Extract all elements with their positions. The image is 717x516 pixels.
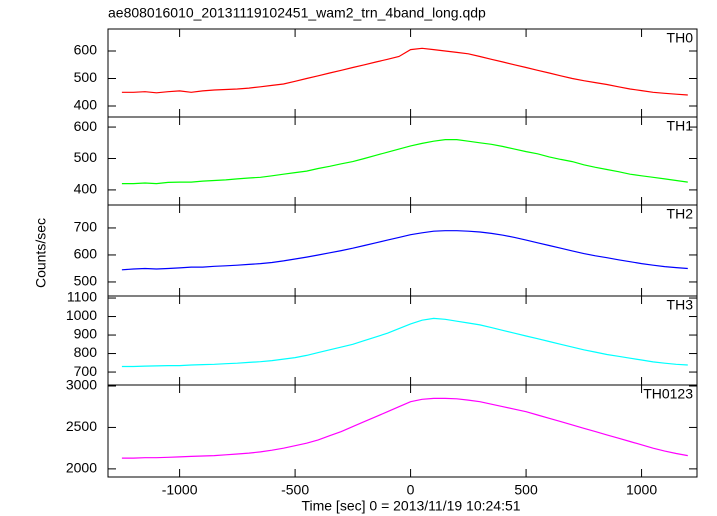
x-tick-label: -1000 — [162, 482, 198, 498]
y-tick-label: 3000 — [66, 377, 97, 393]
y-tick-label: 400 — [74, 181, 98, 197]
y-axis-label: Counts/sec — [33, 218, 49, 288]
y-tick-label: 600 — [74, 42, 98, 58]
y-tick-label: 600 — [74, 246, 98, 262]
chart-title: ae808016010_20131119102451_wam2_trn_4ban… — [108, 5, 486, 21]
data-line — [121, 397, 688, 459]
y-tick-label: 600 — [74, 118, 98, 134]
data-line — [121, 317, 688, 368]
x-tick-label: 0 — [407, 482, 415, 498]
panel-label: TH1 — [667, 118, 694, 134]
y-tick-label: 700 — [74, 363, 98, 379]
data-line — [121, 139, 688, 185]
y-tick-label: 800 — [74, 344, 98, 360]
x-tick-label: 500 — [514, 482, 538, 498]
y-tick-label: 400 — [74, 97, 98, 113]
y-tick-label: 700 — [74, 219, 98, 235]
y-tick-label: 500 — [74, 273, 98, 289]
data-line — [121, 47, 688, 96]
panel-label: TH2 — [667, 206, 694, 222]
y-tick-label: 2000 — [66, 460, 97, 476]
y-tick-label: 900 — [74, 326, 98, 342]
data-line — [121, 230, 688, 271]
y-tick-label: 2500 — [66, 418, 97, 434]
y-tick-label: 1000 — [66, 307, 97, 323]
x-axis-label: Time [sec] 0 = 2013/11/19 10:24:51 — [301, 498, 520, 514]
panel-label: TH0123 — [643, 386, 693, 402]
x-tick-label: 1000 — [626, 482, 657, 498]
y-tick-label: 500 — [74, 149, 98, 165]
panel-frame — [107, 384, 698, 478]
y-tick-label: 1100 — [67, 289, 97, 305]
x-tick-label: -500 — [281, 482, 309, 498]
y-tick-label: 500 — [74, 69, 98, 85]
panel-label: TH3 — [667, 297, 694, 313]
panel-label: TH0 — [667, 30, 694, 46]
